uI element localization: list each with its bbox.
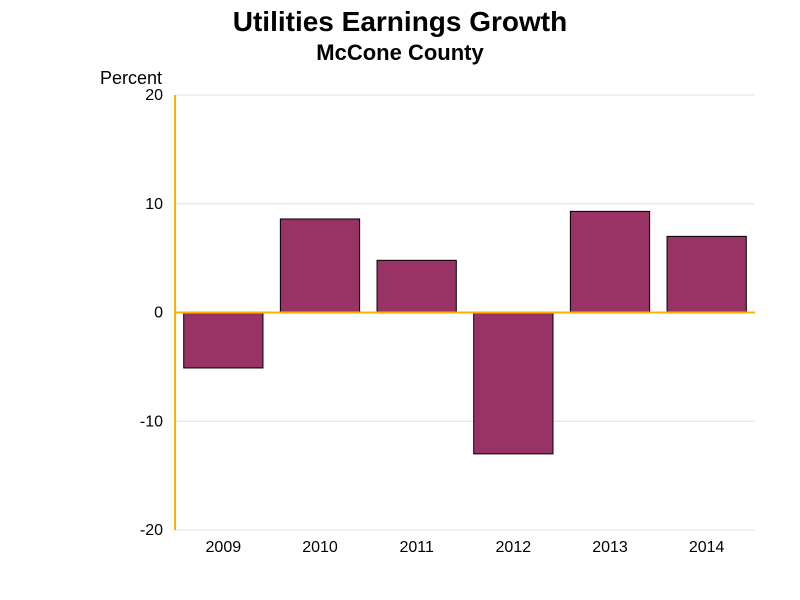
bar (280, 219, 359, 313)
bar-chart-svg: -20 -10 0 10 20 2009 2010 2011 2012 2013 2014 (0, 0, 800, 600)
y-tick-label: 20 (145, 87, 163, 104)
y-tick-label: -10 (140, 413, 163, 430)
y-tick-label: -20 (140, 522, 163, 539)
x-tick-label: 2013 (592, 539, 628, 556)
bar (474, 313, 553, 454)
bar (570, 211, 649, 312)
x-tick-label: 2011 (399, 539, 434, 556)
bar (667, 236, 746, 312)
x-tick-label: 2012 (496, 539, 532, 556)
x-tick-label: 2009 (206, 539, 242, 556)
y-tick-label: 10 (145, 196, 163, 213)
x-tick-label: 2010 (302, 539, 338, 556)
bar (377, 260, 456, 312)
x-tick-label: 2014 (689, 539, 725, 556)
y-tick-label: 0 (154, 305, 163, 322)
chart-container: Utilities Earnings Growth McCone County … (0, 0, 800, 600)
bar (184, 313, 263, 368)
